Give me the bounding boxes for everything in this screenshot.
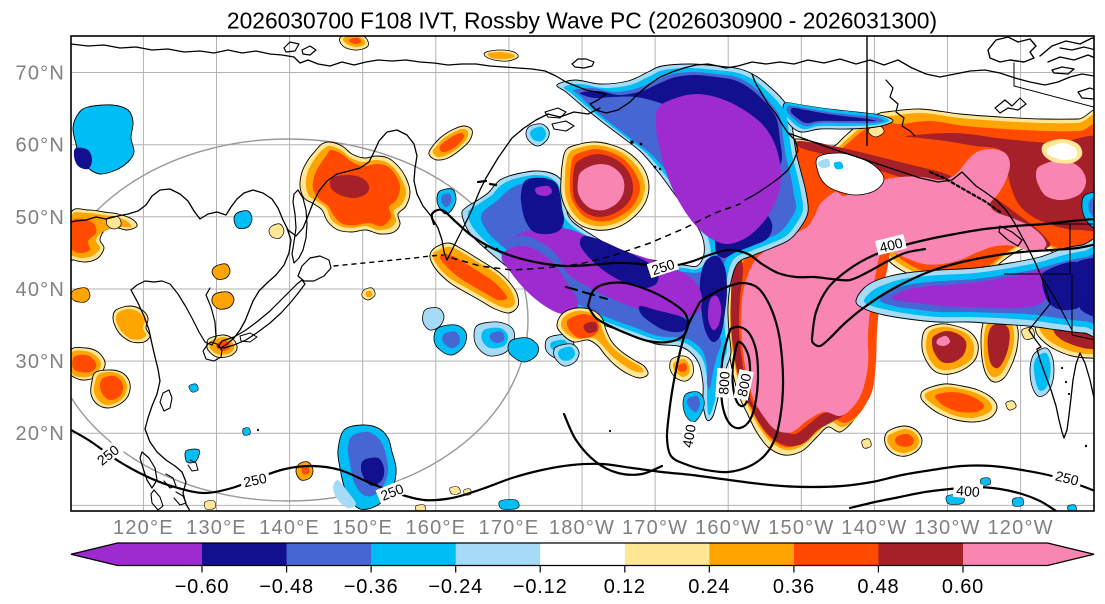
svg-text:−0.36: −0.36	[344, 576, 399, 598]
svg-text:180°W: 180°W	[549, 517, 615, 539]
svg-text:−0.24: −0.24	[428, 576, 483, 598]
svg-text:400: 400	[679, 423, 699, 449]
svg-text:2026030700 F108 IVT, Rossby Wa: 2026030700 F108 IVT, Rossby Wave PC (202…	[227, 8, 937, 34]
svg-text:40°N: 40°N	[16, 279, 66, 301]
svg-text:140°E: 140°E	[259, 517, 320, 539]
svg-text:70°N: 70°N	[16, 63, 66, 85]
svg-text:0.48: 0.48	[857, 576, 899, 598]
svg-text:120°E: 120°E	[113, 517, 174, 539]
svg-text:0.60: 0.60	[942, 576, 984, 598]
svg-text:160°E: 160°E	[405, 517, 466, 539]
svg-text:0.24: 0.24	[688, 576, 730, 598]
svg-text:−0.12: −0.12	[513, 576, 568, 598]
svg-text:140°W: 140°W	[841, 517, 907, 539]
svg-text:120°W: 120°W	[987, 517, 1053, 539]
svg-text:160°W: 160°W	[695, 517, 761, 539]
svg-text:−0.48: −0.48	[259, 576, 314, 598]
svg-text:150°E: 150°E	[332, 517, 393, 539]
svg-text:50°N: 50°N	[16, 207, 66, 229]
svg-text:−0.60: −0.60	[175, 576, 230, 598]
svg-text:0.12: 0.12	[604, 576, 646, 598]
svg-text:130°W: 130°W	[914, 517, 980, 539]
svg-text:400: 400	[956, 482, 981, 500]
svg-text:30°N: 30°N	[16, 351, 66, 373]
svg-text:60°N: 60°N	[16, 135, 66, 157]
svg-text:400: 400	[878, 234, 905, 255]
svg-text:800: 800	[715, 371, 733, 396]
svg-text:150°W: 150°W	[768, 517, 834, 539]
svg-text:250: 250	[1054, 467, 1081, 488]
svg-text:130°E: 130°E	[186, 517, 247, 539]
svg-text:0.36: 0.36	[773, 576, 815, 598]
svg-text:800: 800	[734, 372, 755, 398]
svg-text:170°W: 170°W	[622, 517, 688, 539]
svg-text:170°E: 170°E	[479, 517, 540, 539]
svg-text:250: 250	[649, 256, 676, 279]
svg-text:20°N: 20°N	[16, 423, 66, 445]
svg-text:250: 250	[242, 470, 268, 491]
